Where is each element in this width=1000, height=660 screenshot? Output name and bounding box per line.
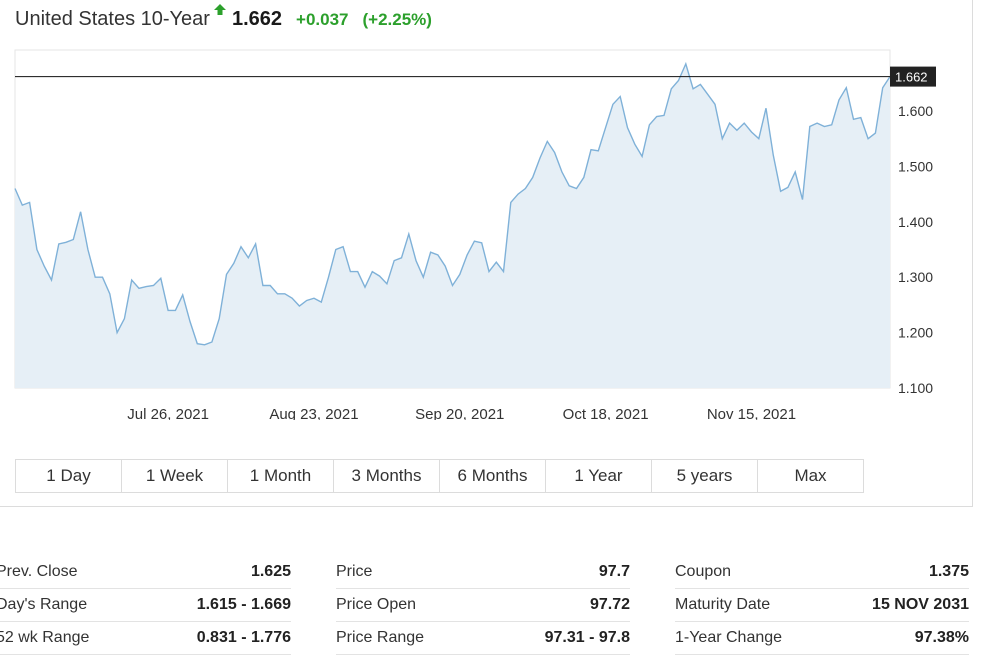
- stat-label: Day's Range: [0, 596, 88, 613]
- stat-value: 1.625: [250, 563, 291, 580]
- stat-value: 1.615 - 1.669: [196, 596, 291, 613]
- stat-value: 0.831 - 1.776: [196, 629, 291, 646]
- stat-row: Maturity Date 15 NOV 2031: [675, 589, 969, 622]
- stat-label: Price: [336, 563, 373, 580]
- range-button-1-week[interactable]: 1 Week: [122, 460, 228, 492]
- y-tick-label: 1.300: [898, 269, 933, 285]
- time-range-selector: 1 Day 1 Week 1 Month 3 Months 6 Months 1…: [15, 459, 864, 493]
- range-button-max[interactable]: Max: [794, 466, 827, 485]
- stat-value: 1.375: [928, 563, 969, 580]
- y-tick-label: 1.200: [898, 325, 933, 341]
- stat-row: Coupon 1.375: [675, 556, 969, 589]
- instrument-header: United States 10-Year 1.662 +0.037 (+2.2…: [15, 4, 432, 34]
- stat-label: Maturity Date: [675, 596, 771, 613]
- up-arrow-icon: [213, 4, 228, 16]
- last-price-badge: [890, 66, 936, 87]
- y-tick-label: 1.600: [898, 103, 933, 119]
- price-chart[interactable]: Investing.com1.6621.6001.5001.4001.3001.…: [0, 40, 972, 420]
- last-price: 1.662: [231, 8, 283, 30]
- price-line: [14, 61, 891, 346]
- x-tick-label: Jul 26, 2021: [127, 406, 209, 420]
- y-tick-label: 1.500: [898, 158, 933, 174]
- range-button-3-months[interactable]: 3 Months: [334, 460, 440, 492]
- price-change: +0.037: [296, 10, 349, 29]
- range-button-6-months[interactable]: 6 Months: [440, 460, 546, 492]
- instrument-title: United States 10-Year: [15, 8, 210, 30]
- x-tick-label: Oct 18, 2021: [563, 406, 649, 420]
- range-button-1-year[interactable]: 1 Year: [546, 460, 652, 492]
- stat-label: Price Range: [336, 629, 425, 646]
- price-change-percent: (+2.25%): [362, 10, 432, 29]
- x-tick-label: Nov 15, 2021: [707, 406, 796, 420]
- stats-column-1: Prev. Close 1.625 Day's Range 1.615 - 1.…: [0, 556, 291, 655]
- stat-value: 97.7: [598, 563, 630, 580]
- stat-row: Day's Range 1.615 - 1.669: [0, 589, 291, 622]
- y-tick-label: 1.400: [898, 214, 933, 230]
- stat-label: Prev. Close: [0, 563, 78, 580]
- x-tick-label: Sep 20, 2021: [415, 406, 504, 420]
- stat-row: Price Open 97.72: [336, 589, 630, 622]
- stat-row: Price 97.7: [336, 556, 630, 589]
- stat-row: Prev. Close 1.625: [0, 556, 291, 589]
- chart-panel: United States 10-Year 1.662 +0.037 (+2.2…: [0, 0, 973, 507]
- last-price-badge-label: 1.662: [895, 70, 928, 85]
- stat-row: Price Range 97.31 - 97.8: [336, 622, 630, 655]
- range-button-1-day[interactable]: 1 Day: [16, 460, 122, 492]
- stat-value: 97.72: [589, 596, 630, 613]
- y-tick-label: 1.100: [898, 380, 933, 396]
- stat-label: Coupon: [675, 563, 732, 580]
- stat-row: 1-Year Change 97.38%: [675, 622, 969, 655]
- stat-label: 52 wk Range: [0, 629, 90, 646]
- stat-label: 1-Year Change: [675, 629, 783, 646]
- stats-column-3: Coupon 1.375 Maturity Date 15 NOV 2031 1…: [675, 556, 969, 655]
- range-button-1-month[interactable]: 1 Month: [228, 460, 334, 492]
- stat-row: 52 wk Range 0.831 - 1.776: [0, 622, 291, 655]
- range-button-5-years[interactable]: 5 years: [652, 460, 758, 492]
- stat-value: 97.38%: [914, 629, 969, 646]
- stat-value: 97.31 - 97.8: [544, 629, 630, 646]
- x-tick-label: Aug 23, 2021: [269, 406, 358, 420]
- stat-value: 15 NOV 2031: [872, 596, 969, 613]
- price-area: [15, 63, 890, 389]
- stats-column-2: Price 97.7 Price Open 97.72 Price Range …: [336, 556, 630, 655]
- stat-label: Price Open: [336, 596, 417, 613]
